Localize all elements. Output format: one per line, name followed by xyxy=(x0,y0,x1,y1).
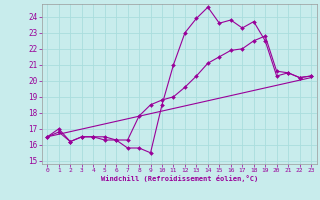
X-axis label: Windchill (Refroidissement éolien,°C): Windchill (Refroidissement éolien,°C) xyxy=(100,175,258,182)
